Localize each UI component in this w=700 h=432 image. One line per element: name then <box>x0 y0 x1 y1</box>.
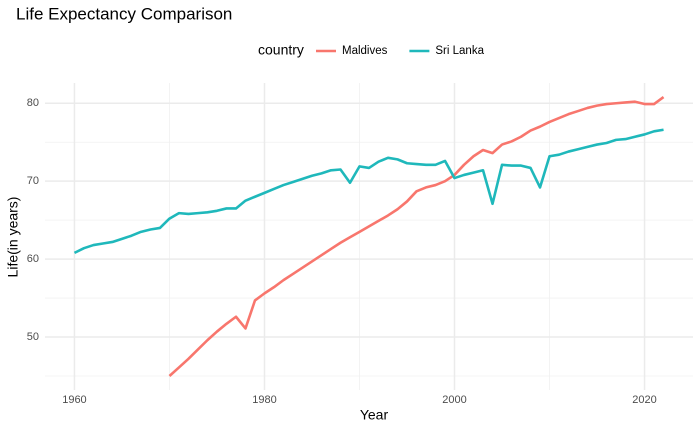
legend-label: Sri Lanka <box>435 45 484 57</box>
grid <box>45 83 693 390</box>
legend-title: country <box>258 42 304 58</box>
x-tick-label: 1980 <box>252 394 276 406</box>
x-tick-label: 1960 <box>62 394 86 406</box>
y-tick-label: 80 <box>27 97 39 109</box>
y-axis-title: Life(in years) <box>5 197 21 278</box>
series-line <box>168 95 665 377</box>
legend-label: Maldives <box>342 45 388 57</box>
y-tick-label: 70 <box>27 175 39 187</box>
series-line <box>73 128 664 255</box>
y-tick-label: 60 <box>27 253 39 265</box>
x-tick-label: 2000 <box>442 394 466 406</box>
x-axis-title: Year <box>360 407 389 423</box>
x-tick-label: 2020 <box>632 394 656 406</box>
chart-title: Life Expectancy Comparison <box>16 4 232 23</box>
y-tick-label: 50 <box>27 331 39 343</box>
